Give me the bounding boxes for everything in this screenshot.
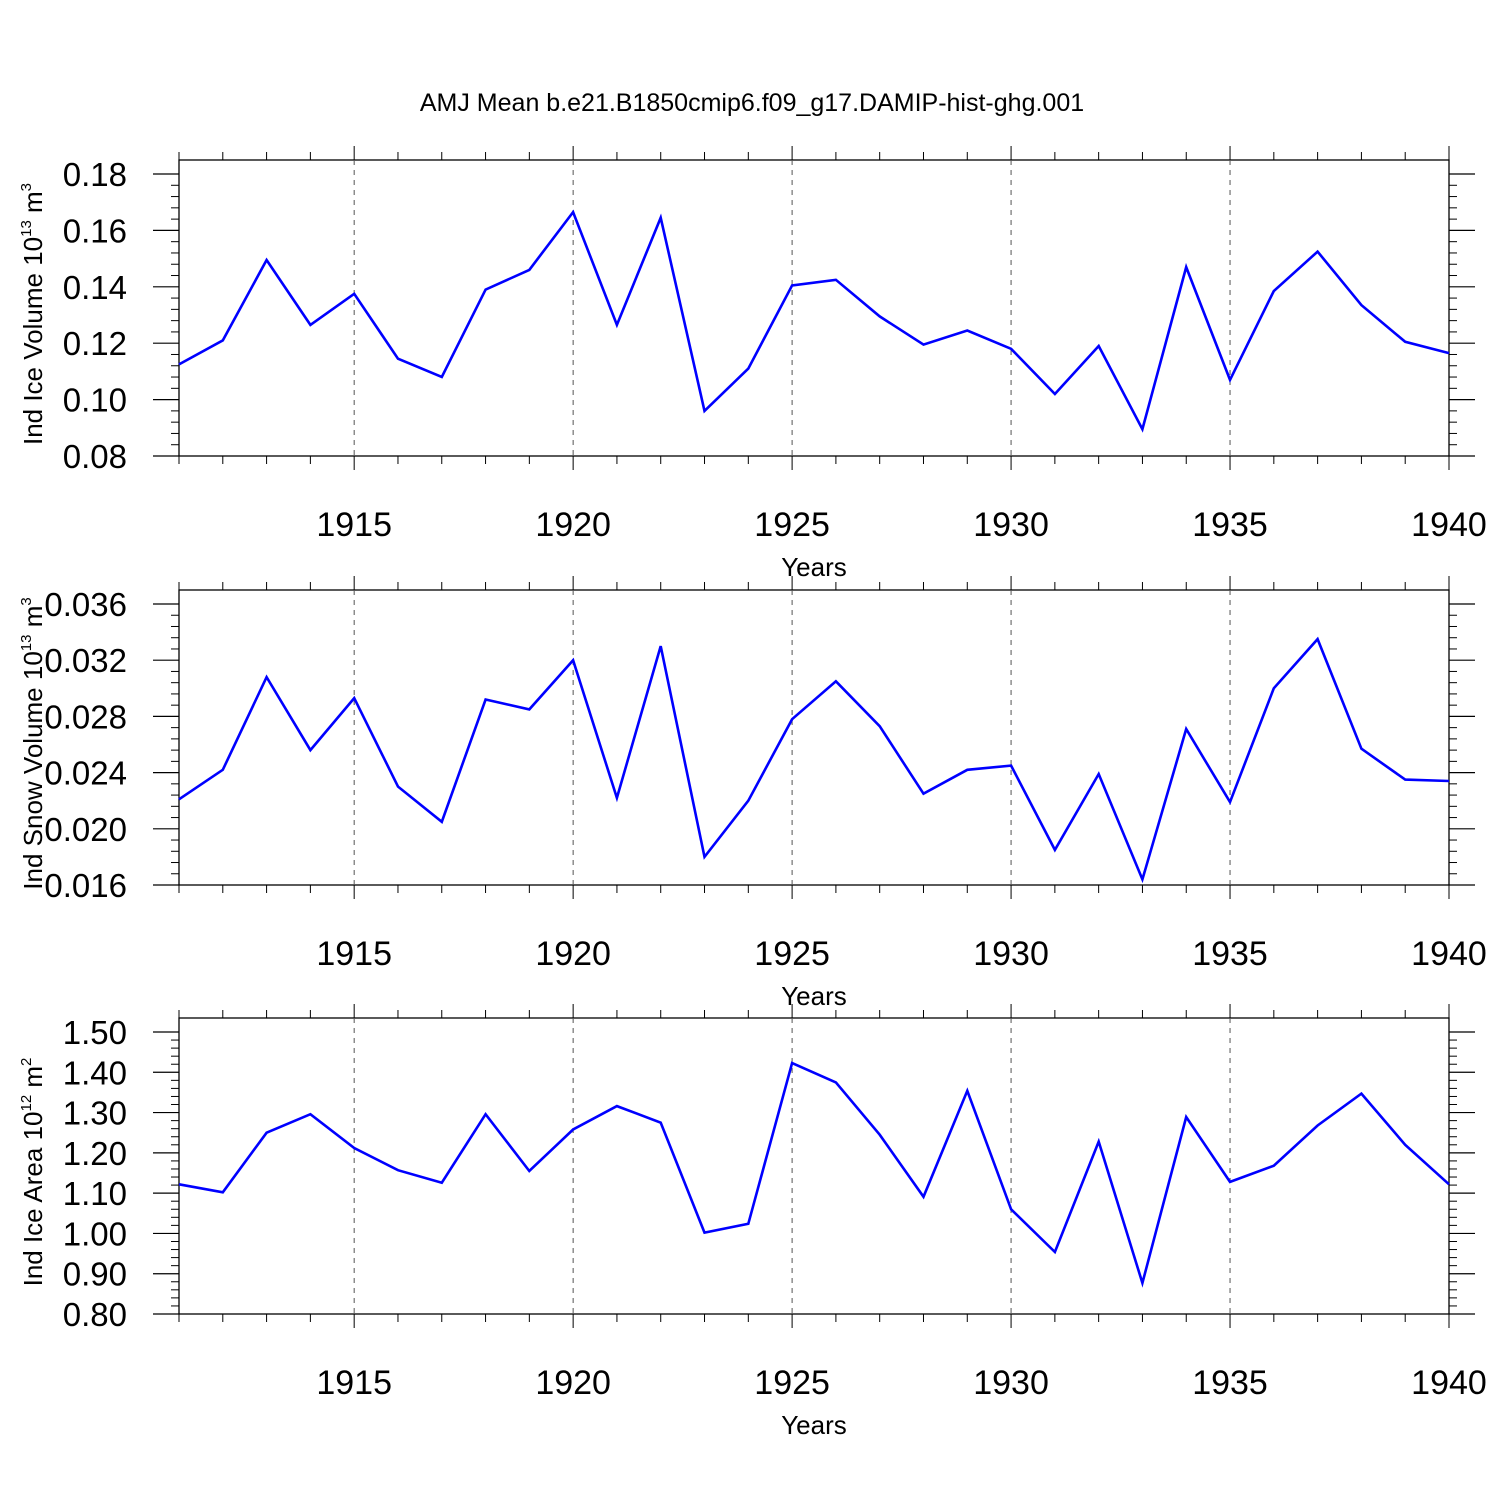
x-axis-label: Years — [781, 981, 847, 1011]
y-tick-label: 0.16 — [63, 212, 127, 249]
panel-1: 0.08 0.10 0.12 0.14 0.16 0.18 1915 1920 1925 1930… — [18, 146, 1487, 582]
y-tick-label: 0.020 — [44, 811, 127, 848]
y-tick-label: 0.10 — [63, 382, 127, 419]
x-tick-label: 1940 — [1411, 1364, 1487, 1402]
x-tick-label: 1940 — [1411, 935, 1487, 973]
y-tick-label: 0.80 — [63, 1296, 127, 1333]
plot-frame — [178, 1017, 1450, 1315]
x-axis-label: Years — [781, 1410, 847, 1440]
y-tick-label: 1.00 — [63, 1215, 127, 1252]
x-tick-label: 1925 — [754, 935, 830, 973]
chart-title: AMJ Mean b.e21.B1850cmip6.f09_g17.DAMIP-… — [420, 89, 1084, 117]
y-tick-label: 0.12 — [63, 325, 127, 362]
panel-3: 0.800.90 1.001.101.201.30 1.401.50 1915 1920… — [18, 1004, 1487, 1440]
x-axis-label: Years — [781, 552, 847, 582]
x-tick-label: 1935 — [1192, 1364, 1268, 1402]
x-tick-label: 1925 — [754, 1364, 830, 1402]
panels: 0.08 0.10 0.12 0.14 0.16 0.18 1915 1920 1925 1930… — [18, 146, 1487, 1440]
y-tick-label: 0.036 — [44, 586, 127, 623]
x-tick-label: 1940 — [1411, 506, 1487, 544]
x-tick-label: 1915 — [316, 506, 392, 544]
x-tick-label: 1930 — [973, 1364, 1049, 1402]
x-tick-label: 1930 — [973, 506, 1049, 544]
y-tick-label: 0.08 — [63, 438, 127, 475]
y-tick-label: 0.032 — [44, 642, 127, 679]
x-tick-label: 1935 — [1192, 506, 1268, 544]
y-axis-label: Ind Ice Volume 1013 m3 — [18, 183, 48, 445]
x-tick-label: 1920 — [535, 935, 611, 973]
x-tick-label: 1925 — [754, 506, 830, 544]
series-line — [178, 636, 1450, 884]
y-tick-label: 1.30 — [63, 1095, 127, 1132]
y-tick-label: 1.10 — [63, 1175, 127, 1212]
x-tick-label: 1915 — [316, 935, 392, 973]
y-tick-label: 0.90 — [63, 1256, 127, 1293]
y-tick-label: 1.50 — [63, 1014, 127, 1051]
panel-2: 0.016 0.020 0.024 0.028 0.032 0.036 1915 1920 19… — [18, 576, 1487, 1011]
x-tick-label: 1920 — [535, 1364, 611, 1402]
y-tick-label: 0.028 — [44, 698, 127, 735]
y-axis-label: Ind Snow Volume 1013 m3 — [18, 597, 48, 889]
y-tick-label: 0.14 — [63, 269, 127, 306]
y-tick-label: 0.024 — [44, 755, 127, 792]
y-tick-label: 1.40 — [63, 1054, 127, 1091]
series-line — [178, 209, 1450, 433]
x-tick-label: 1930 — [973, 935, 1049, 973]
y-tick-label: 0.18 — [63, 156, 127, 193]
x-tick-label: 1915 — [316, 1364, 392, 1402]
y-axis-label: Ind Ice Area 1012 m2 — [18, 1058, 48, 1287]
x-tick-label: 1920 — [535, 506, 611, 544]
y-tick-label: 1.20 — [63, 1135, 127, 1172]
plot-frame — [178, 159, 1450, 457]
x-tick-label: 1935 — [1192, 935, 1268, 973]
y-tick-label: 0.016 — [44, 867, 127, 904]
plot-frame — [178, 589, 1450, 886]
series-line — [178, 1061, 1450, 1288]
